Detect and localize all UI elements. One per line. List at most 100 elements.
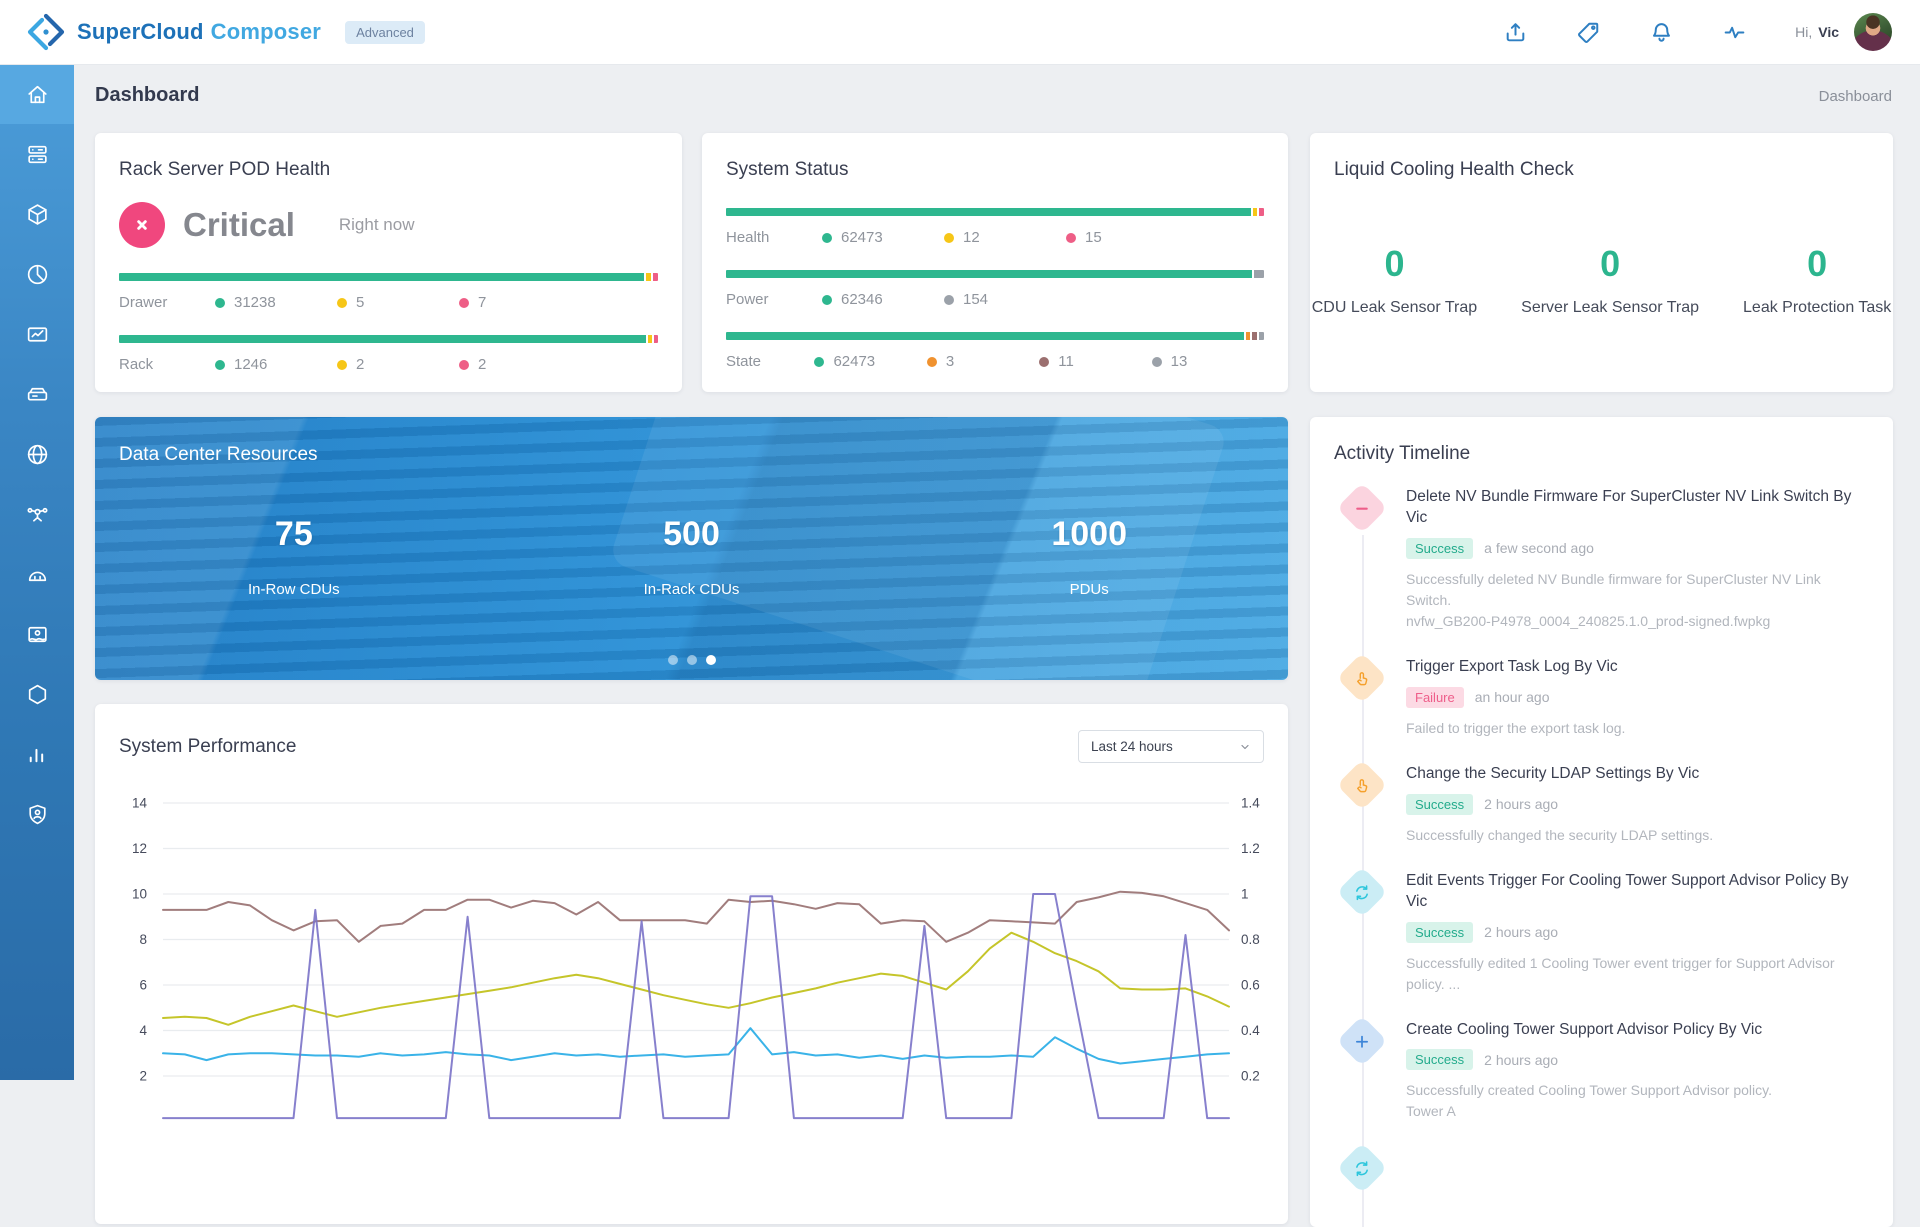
timeline-status-badge: Success	[1406, 1049, 1474, 1071]
sidebar-item-security[interactable]	[0, 784, 74, 844]
critical-x-icon	[119, 202, 165, 248]
status-dot	[822, 294, 832, 305]
carousel-dot-2[interactable]	[705, 655, 716, 665]
sidebar-item-network[interactable]	[0, 424, 74, 484]
status-value: 62473	[841, 229, 883, 246]
timeline-entry-partial	[1334, 1142, 1869, 1194]
sidebar-item-topology[interactable]	[0, 484, 74, 544]
tag-icon[interactable]	[1576, 20, 1601, 45]
status-row-rack: Rack 1246 2 2	[119, 356, 658, 373]
home-icon	[25, 82, 50, 107]
drive-icon	[25, 382, 50, 407]
sidebar-item-storage[interactable]	[0, 184, 74, 244]
svg-text:0.6: 0.6	[1241, 978, 1260, 993]
resource-stat-label: In-Rack CDUs	[643, 581, 740, 598]
status-count: 62346	[822, 291, 944, 308]
status-dot	[337, 359, 347, 370]
status-dot	[215, 359, 225, 370]
upload-icon[interactable]	[1503, 20, 1528, 45]
status-bar-power	[726, 270, 1264, 278]
page-title: Dashboard	[95, 84, 200, 106]
svg-text:0.8: 0.8	[1241, 932, 1260, 947]
status-dot	[814, 356, 825, 367]
series-purple	[162, 893, 1230, 1120]
resource-stat-value: 1000	[1051, 515, 1127, 553]
status-value: 15	[1085, 229, 1102, 246]
activity-icon[interactable]	[1722, 20, 1747, 45]
timeline-entry-title: Edit Events Trigger For Cooling Tower Su…	[1406, 871, 1849, 910]
timeline-entry[interactable]: Create Cooling Tower Support Advisor Pol…	[1334, 1015, 1869, 1123]
sidebar-item-media[interactable]	[0, 604, 74, 664]
timeline-entry-title: Delete NV Bundle Firmware For SuperClust…	[1406, 488, 1852, 526]
resource-stat-label: In-Row CDUs	[247, 581, 340, 598]
id-card-icon	[25, 622, 50, 647]
timeline-entry-description: Failed to trigger the export task log.	[1406, 719, 1626, 736]
status-row-label: Drawer	[119, 294, 168, 311]
timeline-status-badge: Success	[1406, 537, 1474, 559]
svg-text:1: 1	[1241, 887, 1249, 902]
advanced-badge: Advanced	[345, 20, 425, 44]
timeline-entry-description: Successfully created Cooling Tower Suppo…	[1406, 1082, 1772, 1120]
timeline-entry-title: Trigger Export Task Log By Vic	[1406, 657, 1618, 675]
carousel-dot-0[interactable]	[667, 655, 678, 665]
status-count: 13	[1151, 353, 1264, 370]
gauge-icon	[25, 562, 50, 587]
tap-icon	[1336, 652, 1388, 704]
sidebar-item-containers[interactable]	[0, 664, 74, 724]
status-value: 13	[1170, 353, 1188, 370]
timeline-status-badge: Failure	[1406, 686, 1464, 708]
app-logo[interactable]: SuperCloud Composer Advanced	[0, 12, 425, 52]
status-dot	[1039, 356, 1050, 367]
timeline-entry[interactable]: Edit Events Trigger For Cooling Tower Su…	[1334, 866, 1869, 995]
status-dot	[822, 232, 832, 243]
svg-text:1.2: 1.2	[1241, 841, 1260, 856]
timeline-entry[interactable]: Trigger Export Task Log By Vic Failure an …	[1334, 652, 1869, 739]
globe-icon	[25, 442, 50, 467]
status-count: 1246	[215, 356, 337, 373]
pod-health-title: Rack Server POD Health	[119, 159, 331, 180]
leak-stat-value: 0	[1384, 243, 1405, 284]
sidebar-item-reports[interactable]	[0, 724, 74, 784]
sidebar-item-sensors[interactable]	[0, 544, 74, 604]
timeline-entry[interactable]: Change the Security LDAP Settings By Vic…	[1334, 759, 1869, 846]
status-value: 62346	[841, 291, 883, 308]
timeline-entry-title: Change the Security LDAP Settings By Vic	[1406, 764, 1700, 782]
status-count: 5	[337, 294, 459, 311]
status-row-power: Power 62346 154	[726, 291, 1264, 308]
leak-stat: 0 CDU Leak Sensor Trap	[1312, 243, 1477, 317]
status-dot	[459, 297, 469, 308]
liquid-cooling-card: Liquid Cooling Health Check 0 CDU Leak Se…	[1310, 133, 1893, 392]
sidebar-item-racks[interactable]	[0, 124, 74, 184]
svg-text:8: 8	[139, 932, 147, 947]
avatar[interactable]	[1854, 13, 1892, 51]
sidebar-item-devices[interactable]	[0, 364, 74, 424]
sidebar-item-monitoring[interactable]	[0, 304, 74, 364]
svg-text:2: 2	[139, 1069, 147, 1084]
status-count: 62473	[822, 229, 944, 246]
system-status-card: System Status Health 62473 12 15 Power 62346 1…	[702, 133, 1288, 392]
timeline-timestamp: an hour ago	[1474, 689, 1550, 706]
resource-stat-value: 75	[274, 515, 313, 553]
sidebar-item-home[interactable]	[0, 64, 74, 124]
user-greeting: Hi, Vic	[1795, 13, 1892, 51]
greeting-text: Hi,	[1795, 24, 1813, 40]
breadcrumb[interactable]: Dashboard	[1818, 88, 1892, 105]
bell-icon[interactable]	[1649, 20, 1674, 45]
carousel-dot-1[interactable]	[686, 655, 697, 665]
status-label: Critical	[183, 206, 295, 243]
svg-text:1.4: 1.4	[1241, 796, 1260, 811]
status-value: 154	[963, 291, 989, 308]
status-count: 12	[944, 229, 1066, 246]
sync-icon	[1336, 1142, 1388, 1194]
sidebar-item-analytics[interactable]	[0, 244, 74, 304]
status-dot	[1066, 232, 1076, 243]
topology-icon	[25, 502, 50, 527]
status-count: 7	[459, 294, 581, 311]
status-value: 3	[945, 353, 955, 370]
time-range-value: Last 24 hours	[1091, 739, 1173, 754]
status-dot	[459, 359, 469, 370]
timeline-entry[interactable]: Delete NV Bundle Firmware For SuperClust…	[1334, 482, 1869, 632]
status-value: 7	[478, 294, 487, 311]
status-row-state: State 62473 3 11 13	[726, 353, 1264, 370]
time-range-select[interactable]: Last 24 hours	[1078, 730, 1264, 763]
